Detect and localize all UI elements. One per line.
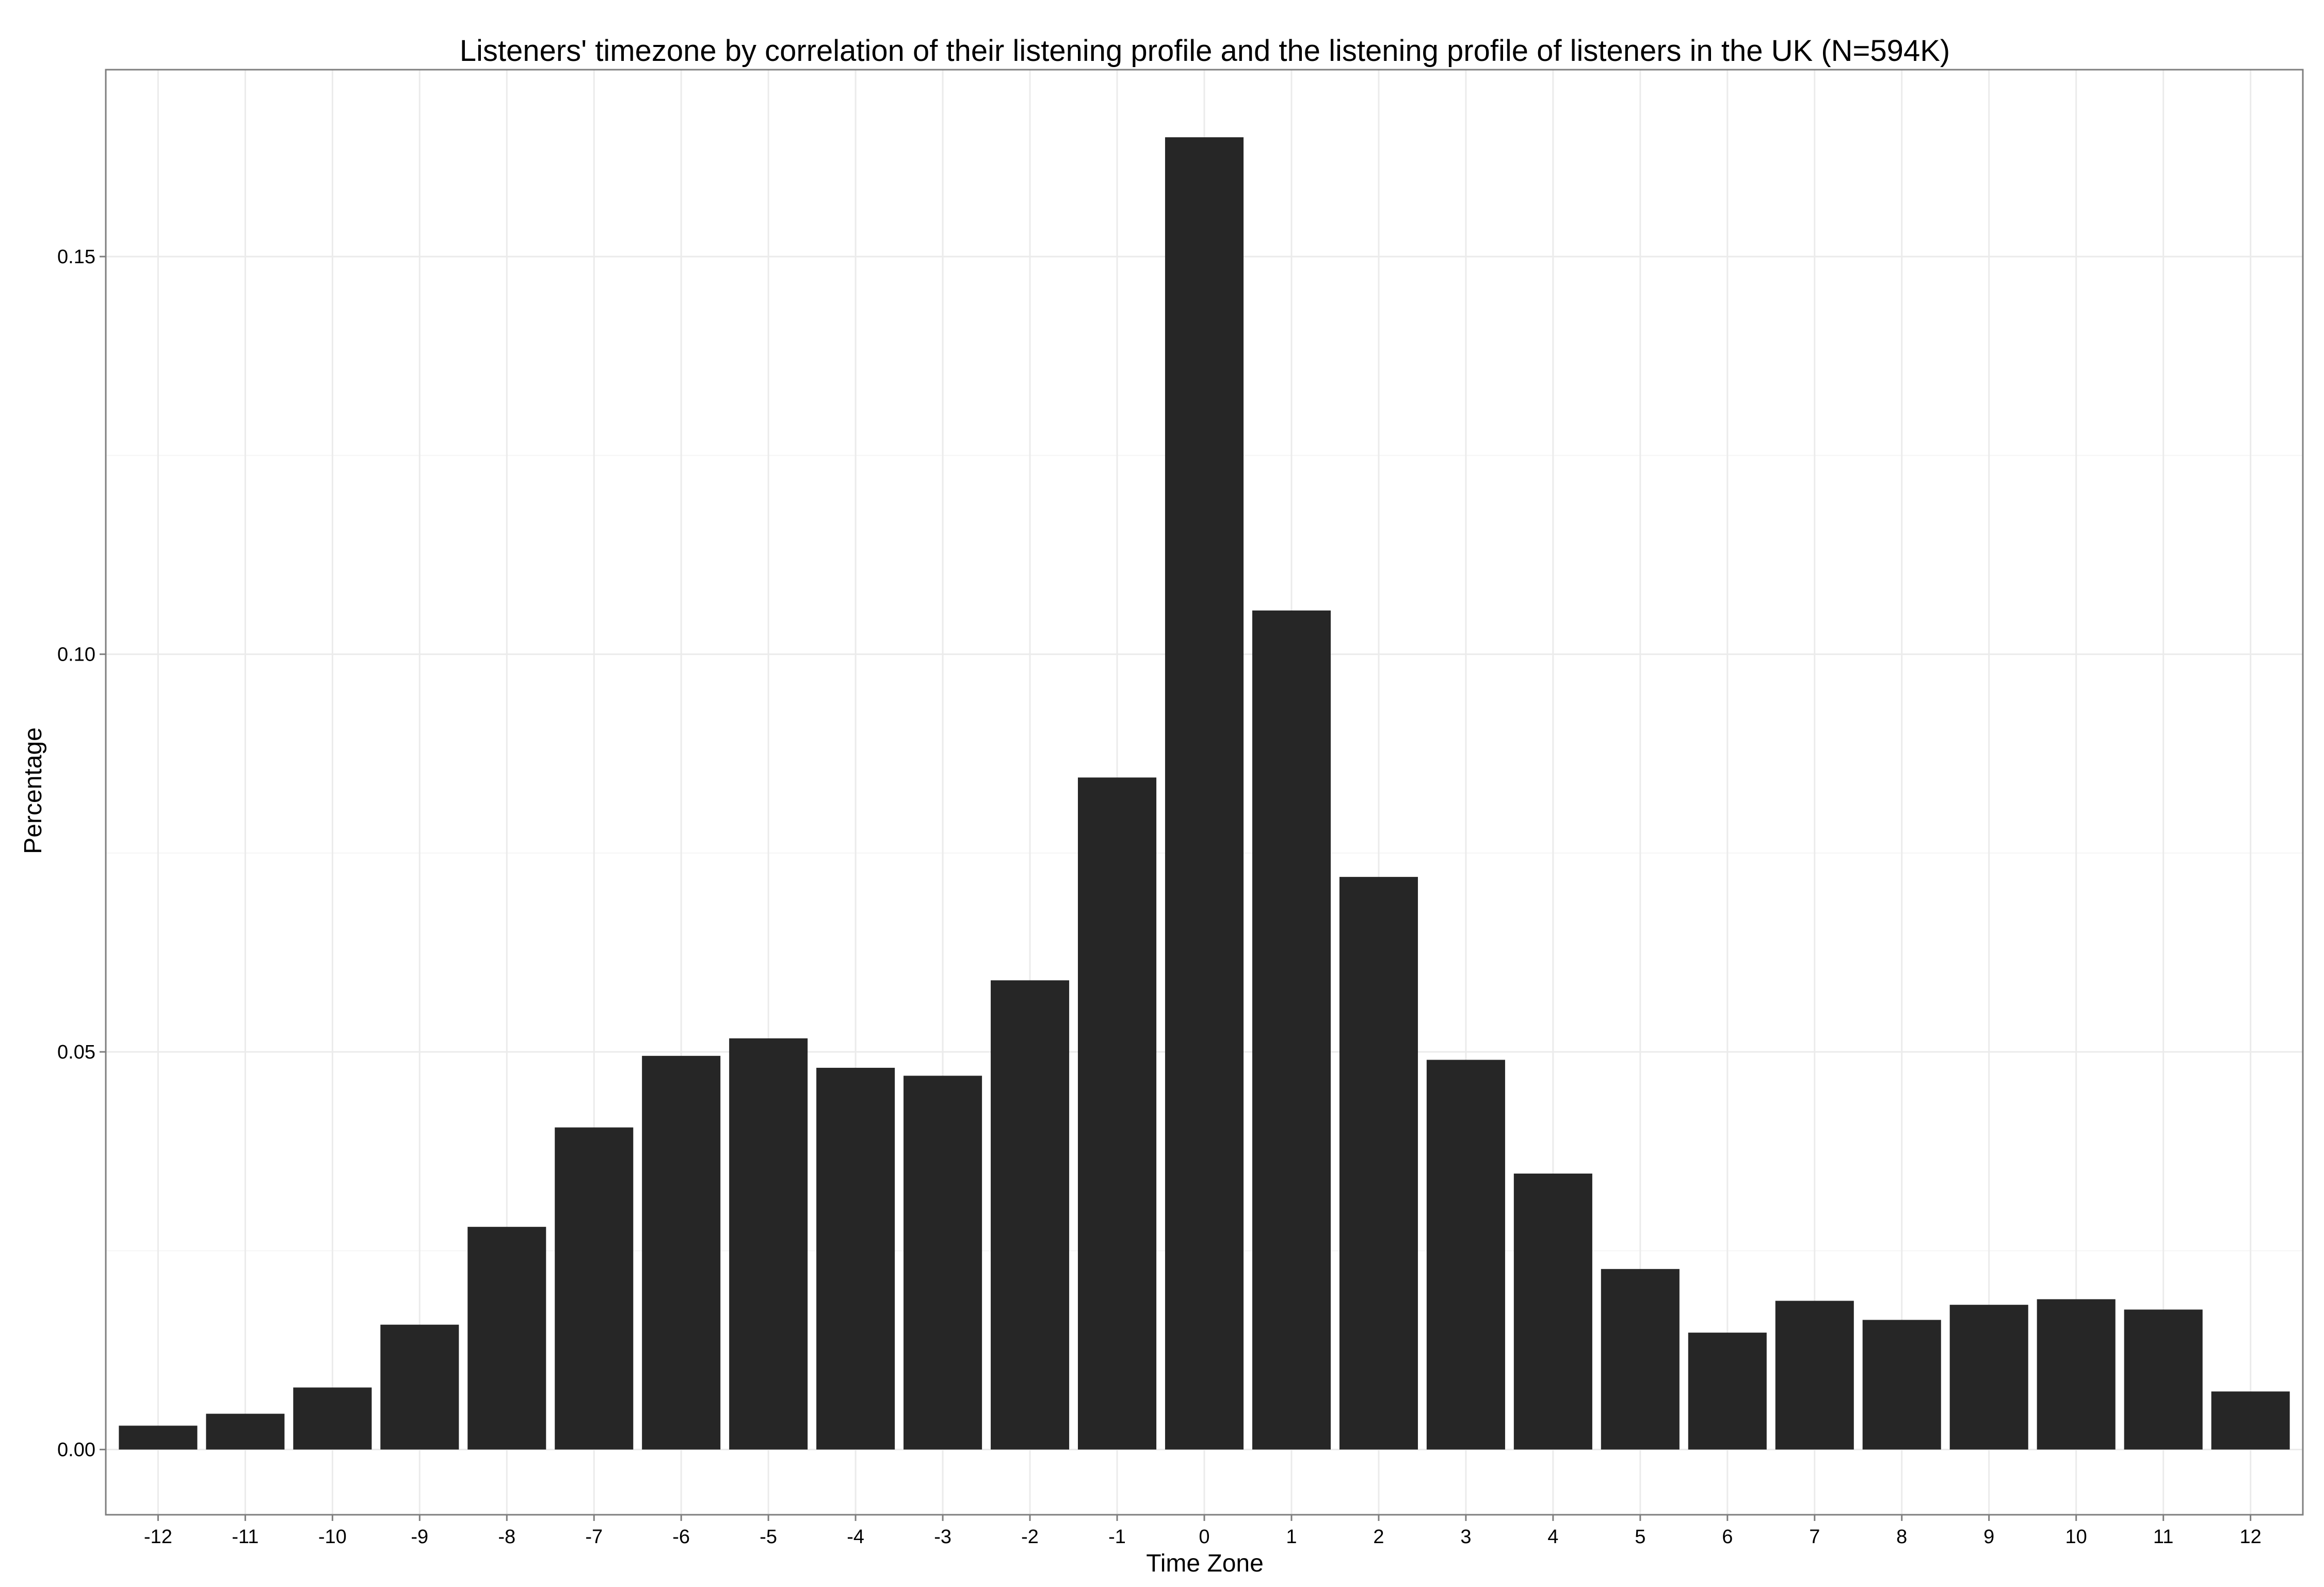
bar-10 xyxy=(2037,1299,2116,1450)
y-tick-label: 0.00 xyxy=(57,1439,95,1461)
x-tick-label: -2 xyxy=(1021,1526,1039,1548)
x-tick-label: 5 xyxy=(1635,1526,1645,1548)
bar--7 xyxy=(555,1127,634,1450)
x-tick-label: -5 xyxy=(760,1526,777,1548)
x-tick-label: -7 xyxy=(585,1526,603,1548)
x-tick-label: 2 xyxy=(1373,1526,1384,1548)
x-tick-label: 8 xyxy=(1896,1526,1907,1548)
x-tick-label: -8 xyxy=(498,1526,515,1548)
x-tick-label: 3 xyxy=(1460,1526,1471,1548)
bar-2 xyxy=(1339,877,1418,1450)
bar-6 xyxy=(1688,1333,1767,1450)
bar--10 xyxy=(293,1387,372,1450)
x-tick-label: -4 xyxy=(847,1526,864,1548)
x-tick-label: 7 xyxy=(1809,1526,1820,1548)
x-tick-label: 9 xyxy=(1983,1526,1994,1548)
bar-11 xyxy=(2124,1309,2203,1450)
x-tick-label: 11 xyxy=(2153,1526,2173,1548)
bar--11 xyxy=(206,1414,285,1450)
bar--4 xyxy=(816,1067,895,1450)
x-tick-label: -10 xyxy=(318,1526,347,1548)
bar--1 xyxy=(1077,777,1157,1450)
x-tick-label: 10 xyxy=(2065,1526,2087,1548)
bar-4 xyxy=(1513,1173,1592,1450)
bar-7 xyxy=(1775,1301,1854,1450)
chart-title: Listeners' timezone by correlation of th… xyxy=(460,34,1950,68)
y-tick-label: 0.15 xyxy=(57,246,95,268)
x-tick-label: -9 xyxy=(411,1526,428,1548)
x-tick-label: -1 xyxy=(1108,1526,1126,1548)
bar-5 xyxy=(1601,1269,1680,1450)
x-tick-label: 6 xyxy=(1722,1526,1733,1548)
x-tick-label: 4 xyxy=(1547,1526,1558,1548)
x-tick-label: -12 xyxy=(144,1526,172,1548)
y-tick-label: 0.05 xyxy=(57,1041,95,1063)
bar--3 xyxy=(903,1076,982,1450)
axes: 0.000.050.100.15-12 -11 -10 -9 -8 -7 -6 -5 -4 -3-… xyxy=(57,246,2262,1548)
y-tick-label: 0.10 xyxy=(57,644,95,666)
bar-9 xyxy=(1949,1305,2028,1450)
y-axis-title: Percentage xyxy=(20,727,47,854)
bar-1 xyxy=(1252,610,1331,1450)
x-axis-title: Time Zone xyxy=(1146,1550,1264,1577)
x-tick-label: -3 xyxy=(934,1526,951,1548)
bar-12 xyxy=(2211,1391,2290,1450)
x-tick-label: 12 xyxy=(2239,1526,2261,1548)
bar--12 xyxy=(119,1425,198,1450)
bar-8 xyxy=(1862,1320,1941,1450)
bar-0 xyxy=(1165,137,1244,1450)
x-tick-label: -6 xyxy=(672,1526,690,1548)
bar--9 xyxy=(380,1324,459,1450)
bar--8 xyxy=(467,1227,546,1450)
x-tick-label: 1 xyxy=(1286,1526,1297,1548)
x-tick-label: 0 xyxy=(1199,1526,1209,1548)
bar--5 xyxy=(729,1038,808,1450)
x-tick-label: -11 xyxy=(232,1526,259,1548)
bar--6 xyxy=(642,1055,721,1450)
bar-3 xyxy=(1426,1060,1505,1450)
bar--2 xyxy=(991,980,1070,1450)
bars xyxy=(119,137,2290,1450)
